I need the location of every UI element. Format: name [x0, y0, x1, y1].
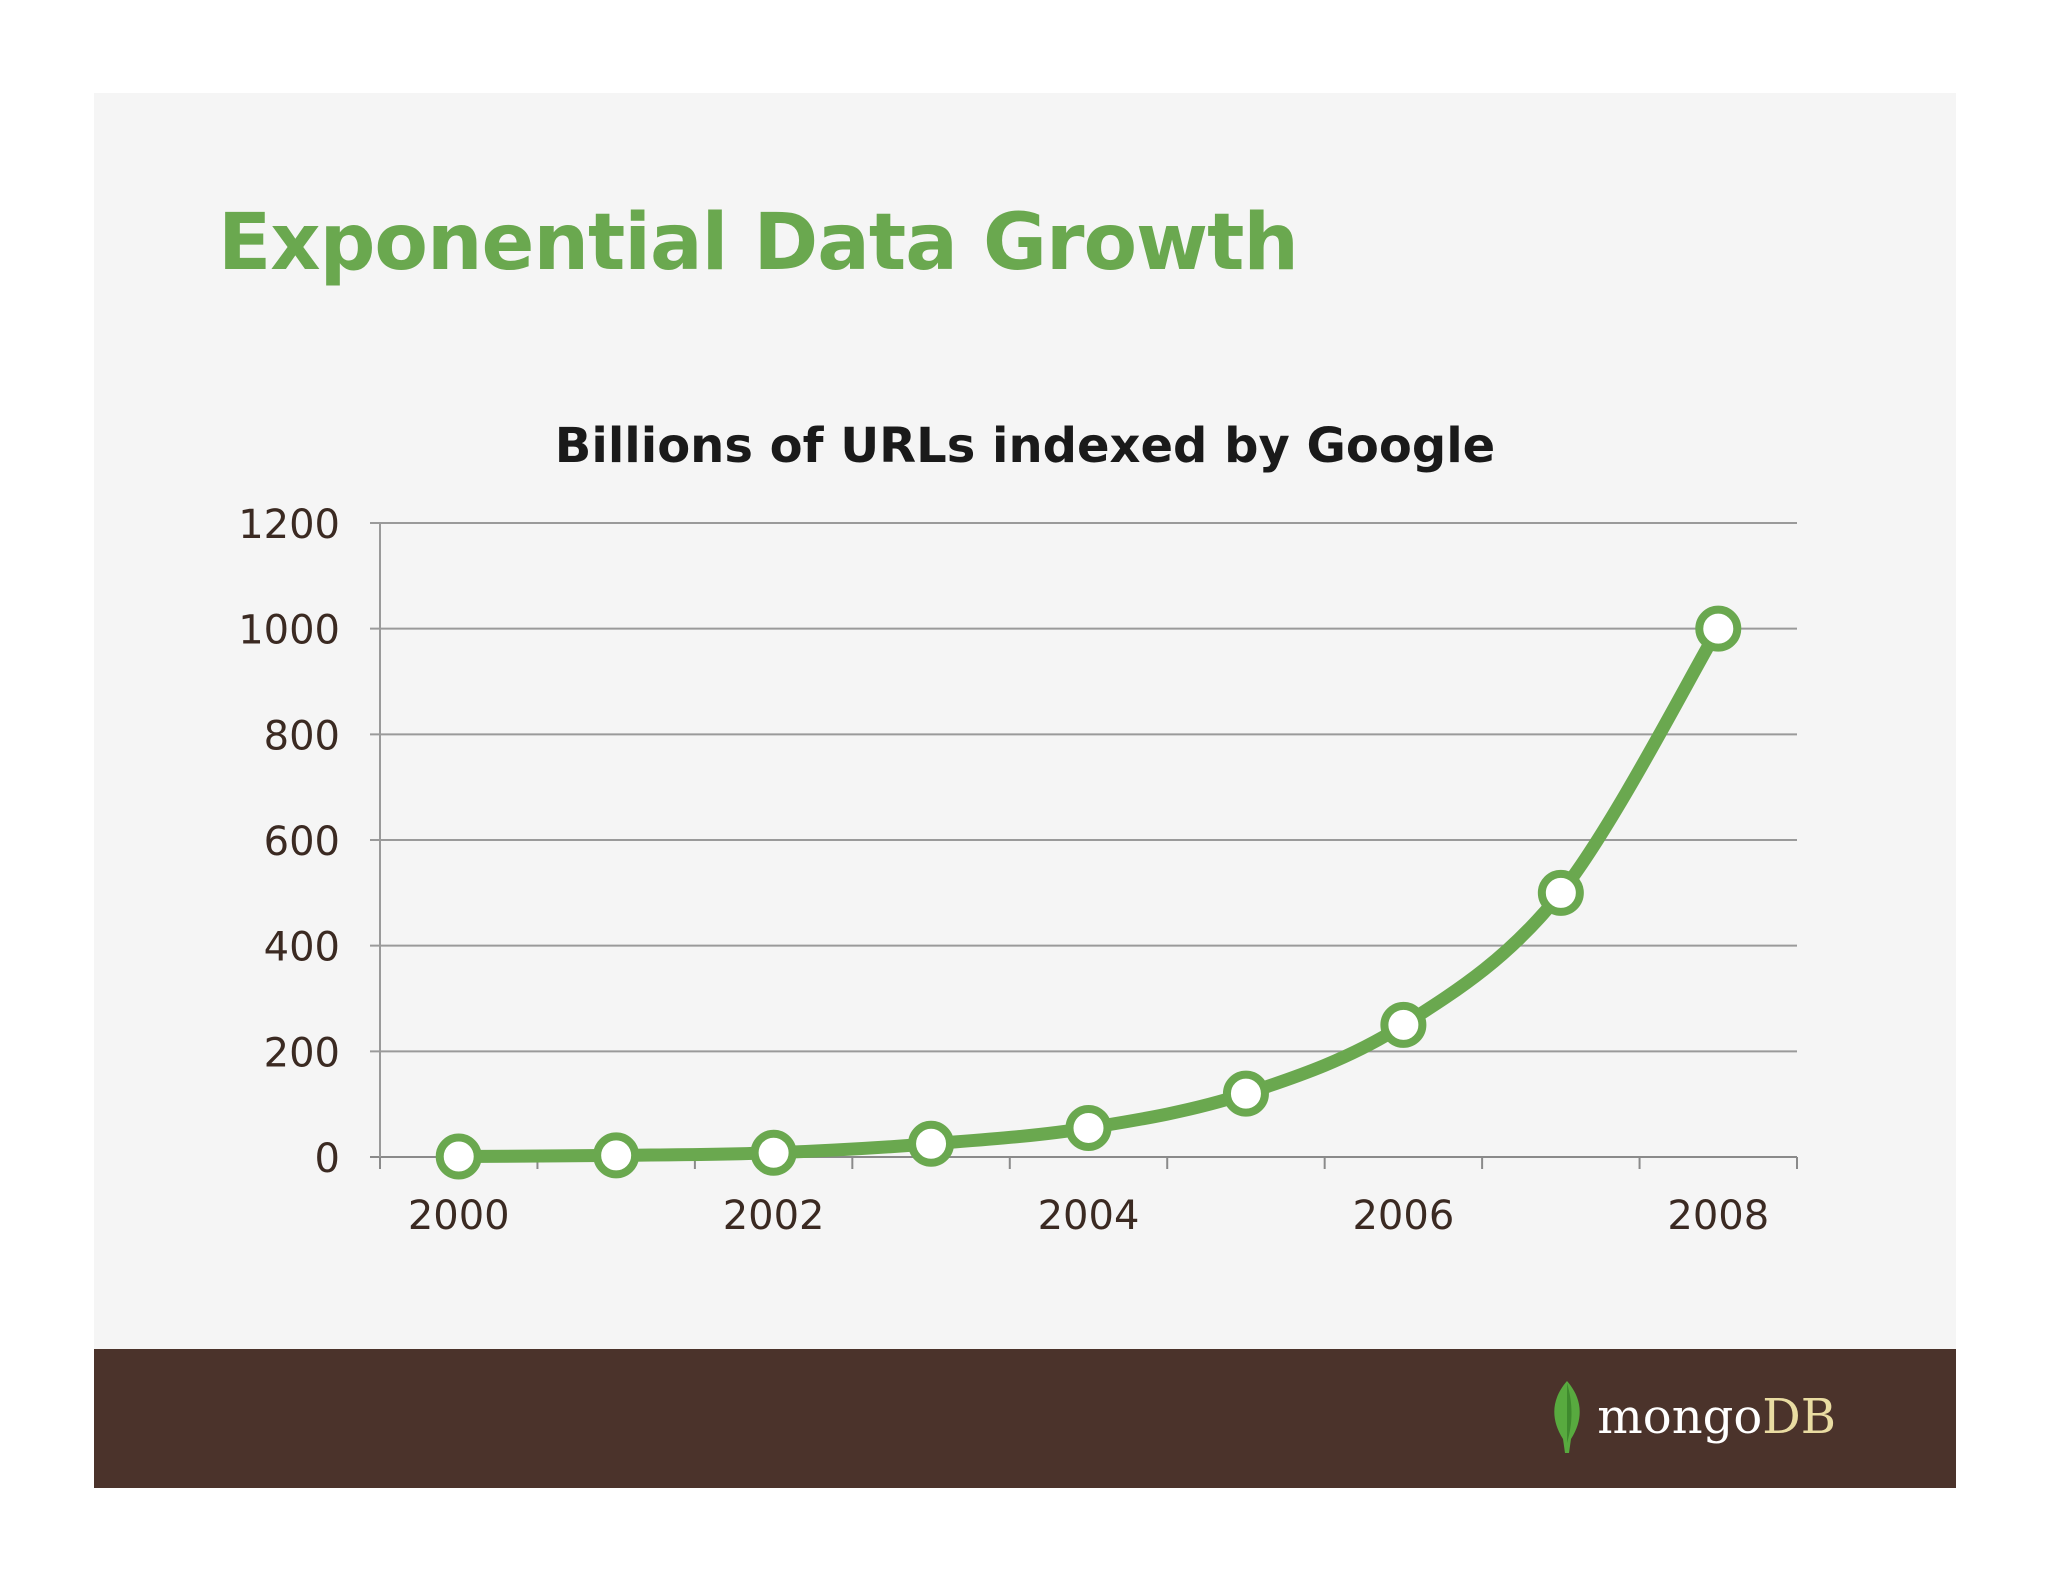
slide: Exponential Data Growth: [94, 93, 1956, 1488]
logo-text: mongoDB: [1597, 1393, 1836, 1441]
slide-title: Exponential Data Growth: [218, 198, 1299, 288]
data-point: [908, 1120, 955, 1167]
x-tick-label: 2000: [408, 1193, 510, 1239]
grid-lines: [370, 522, 1797, 1158]
logo-text-db: DB: [1762, 1389, 1836, 1445]
data-point: [1065, 1104, 1112, 1151]
data-point: [435, 1133, 482, 1180]
y-tick-label: 200: [264, 1030, 340, 1076]
series: [435, 605, 1742, 1180]
data-point: [1537, 869, 1584, 916]
chart-title: Billions of URLs indexed by Google: [555, 418, 1495, 474]
x-tick-label: 2008: [1667, 1193, 1769, 1239]
y-tick-label: 400: [264, 925, 340, 971]
y-tick-label: 1000: [238, 608, 340, 654]
y-tick-label: 0: [315, 1136, 340, 1182]
y-tick-label: 600: [264, 819, 340, 865]
chart: Billions of URLs indexed by Google 02004…: [238, 418, 1798, 1239]
tick-labels: 0 200 400 600 800 1000 1200 2000 2002 2004 2006 200…: [238, 502, 1769, 1239]
series-line: [452, 622, 1725, 1163]
y-tick-label: 800: [264, 713, 340, 759]
x-tick-label: 2004: [1038, 1193, 1140, 1239]
data-point: [1222, 1070, 1269, 1117]
axes: [379, 523, 1798, 1169]
data-point: [1380, 1001, 1427, 1048]
footer: mongoDB: [94, 1349, 1956, 1488]
leaf-icon: [1554, 1381, 1580, 1453]
data-point: [1695, 605, 1742, 652]
mongodb-logo: mongoDB: [1547, 1377, 1836, 1457]
x-tick-label: 2006: [1352, 1193, 1454, 1239]
data-point: [593, 1132, 640, 1179]
data-point: [750, 1129, 797, 1176]
y-tick-label: 1200: [238, 502, 340, 548]
logo-text-mongo: mongo: [1597, 1389, 1763, 1445]
x-tick-label: 2002: [723, 1193, 825, 1239]
